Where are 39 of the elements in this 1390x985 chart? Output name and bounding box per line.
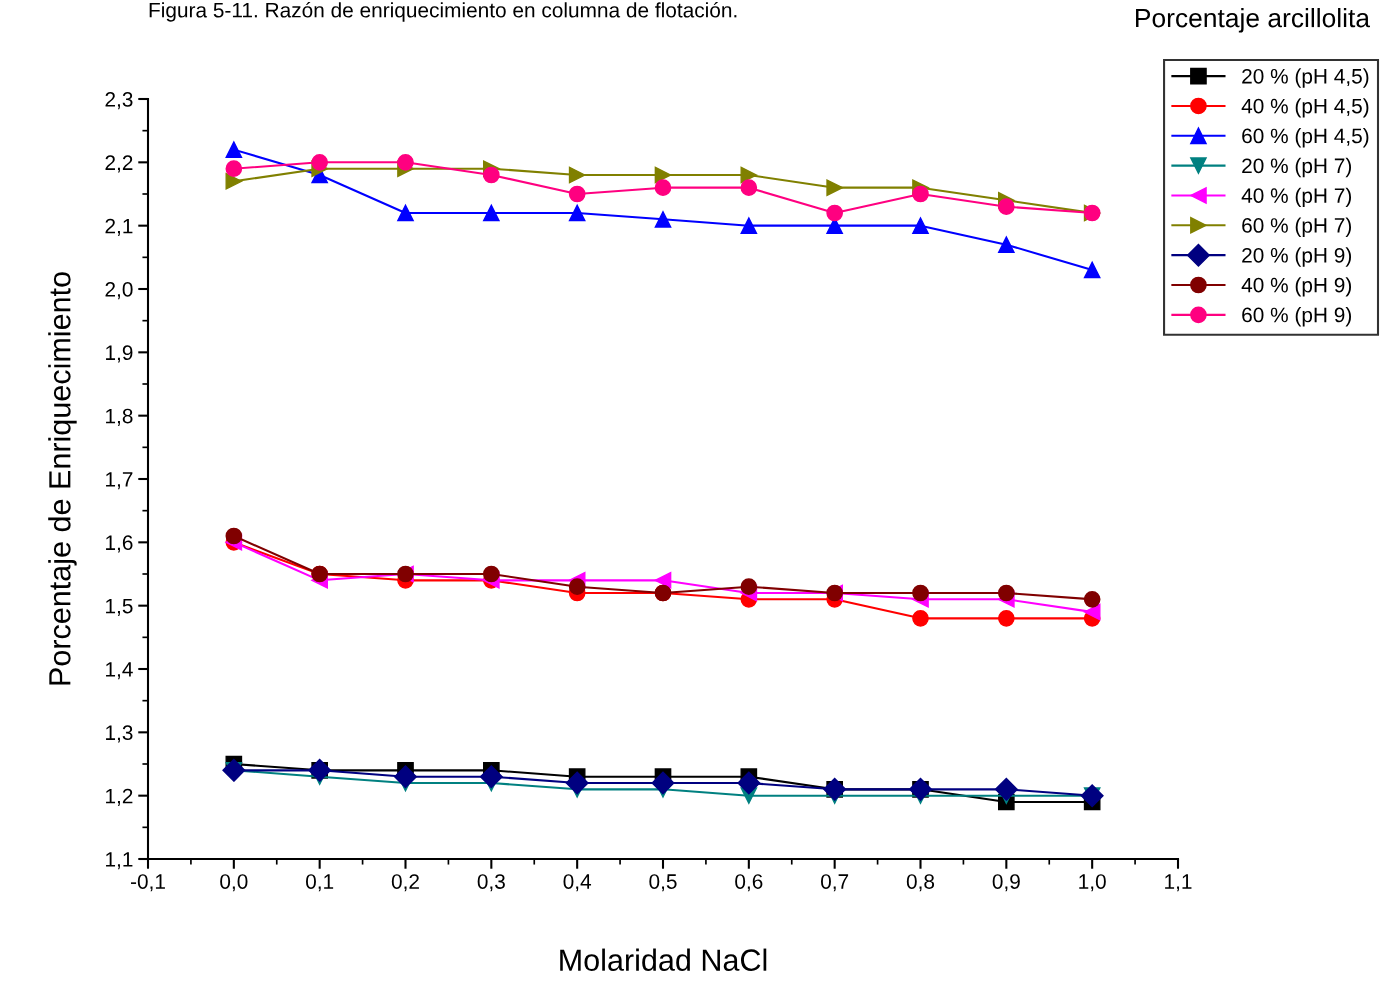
legend-label: 60 % (pH 4,5) [1242,128,1369,148]
y-tick-label: 1,9 [106,345,133,363]
x-tick-label: -0,1 [130,874,165,892]
x-tick-label: 0,1 [306,874,334,892]
y-tick-label: 1,3 [106,725,133,743]
legend-label: 40 % (pH 9) [1241,277,1352,297]
x-tick-label: 0,7 [821,874,849,892]
y-tick-label: 1,4 [106,662,133,680]
x-tick-label: 0,2 [391,874,419,892]
legend-title: Porcentaje arcillolita [1136,8,1371,33]
y-tick-label: 2,2 [105,155,133,173]
y-axis-title: Porcentaje de Enriquecimiento [48,272,77,685]
chart-title: Figura 5-11. Razón de enriquecimiento en columna de flotación. [149,2,737,22]
y-tick-label: 1,1 [106,852,133,870]
x-tick-label: 0,4 [563,874,592,892]
y-tick-label: 2,3 [105,92,133,110]
y-tick-label: 1,2 [106,788,133,806]
y-tick-label: 1,7 [106,472,133,490]
y-tick-label: 2,1 [105,218,133,236]
legend-label: 60 % (pH 7) [1242,217,1352,237]
legend-label: 20 % (pH 7) [1242,157,1352,178]
legend-label: 40 % (pH 7) [1241,187,1352,208]
x-tick-label: 0,3 [477,874,505,892]
y-tick-label: 1,8 [106,408,133,426]
x-tick-label: 0,6 [735,874,763,892]
legend-label: 20 % (pH 9) [1242,247,1352,267]
x-axis-title: Molaridad NaCl [560,948,767,971]
x-tick-label: 0,5 [649,874,677,892]
x-tick-label: 1,1 [1165,874,1192,892]
x-tick-label: 0,8 [906,874,935,892]
y-tick-label: 2,0 [105,282,133,300]
x-tick-label: 0,9 [992,874,1020,892]
y-tick-label: 1,5 [106,598,133,616]
legend-label: 40 % (pH 4,5) [1241,98,1369,118]
legend-label: 60 % (pH 9) [1242,307,1352,327]
legend-label: 20 % (pH 4,5) [1242,68,1369,88]
y-tick-label: 1,6 [106,535,133,553]
x-tick-label: 0,0 [220,874,248,892]
x-tick-label: 1,0 [1079,874,1106,892]
